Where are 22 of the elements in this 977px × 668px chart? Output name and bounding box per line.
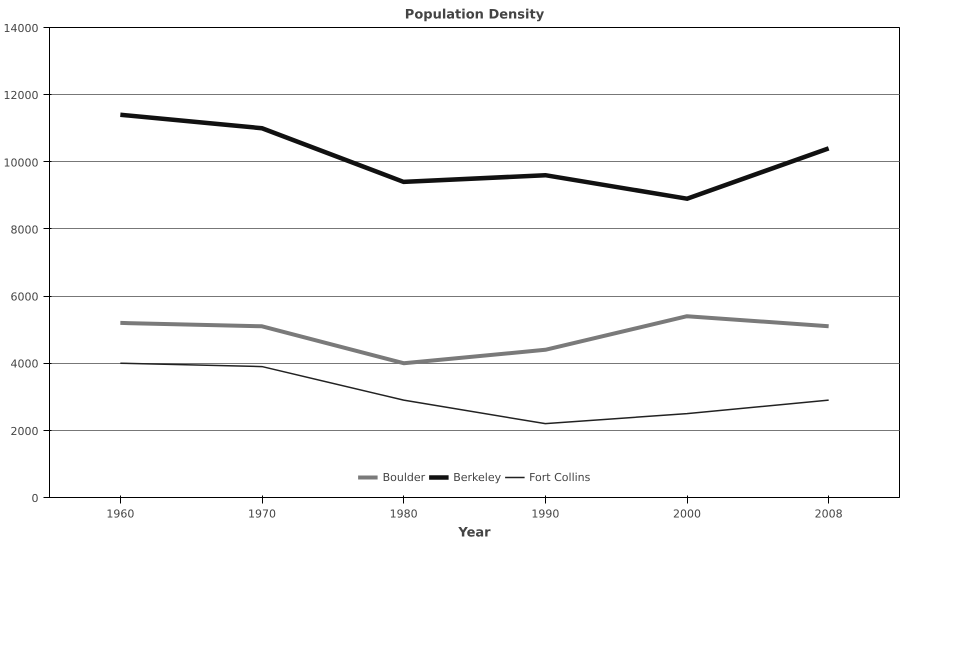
x-tick-label: 1960	[106, 508, 134, 520]
x-tick-label: 1980	[390, 508, 418, 520]
y-tick-label: 0	[32, 492, 38, 505]
legend-label: Boulder	[382, 470, 426, 484]
y-tick-label: 2000	[10, 424, 39, 438]
x-tick-label: 2008	[814, 508, 843, 520]
line-series	[118, 314, 831, 366]
x-tick-label: 2000	[673, 508, 702, 520]
x-tick-label: 1990	[531, 508, 560, 520]
x-axis-title: Year	[457, 526, 492, 540]
x-tick-label: 1970	[248, 508, 276, 520]
y-tick-label: 8000	[10, 223, 39, 236]
y-tick-label: 14000	[4, 22, 39, 35]
y-tick-label: 4000	[10, 358, 39, 371]
legend-label: Berkeley	[453, 470, 502, 484]
chart-title: Population Density	[404, 8, 545, 22]
legend-label: Fort Collins	[529, 470, 590, 484]
line-series	[120, 362, 830, 424]
y-tick-label: 10000	[4, 156, 39, 170]
y-tick-label: 12000	[4, 89, 39, 102]
line-series	[118, 112, 831, 201]
y-tick-label: 6000	[10, 290, 39, 304]
